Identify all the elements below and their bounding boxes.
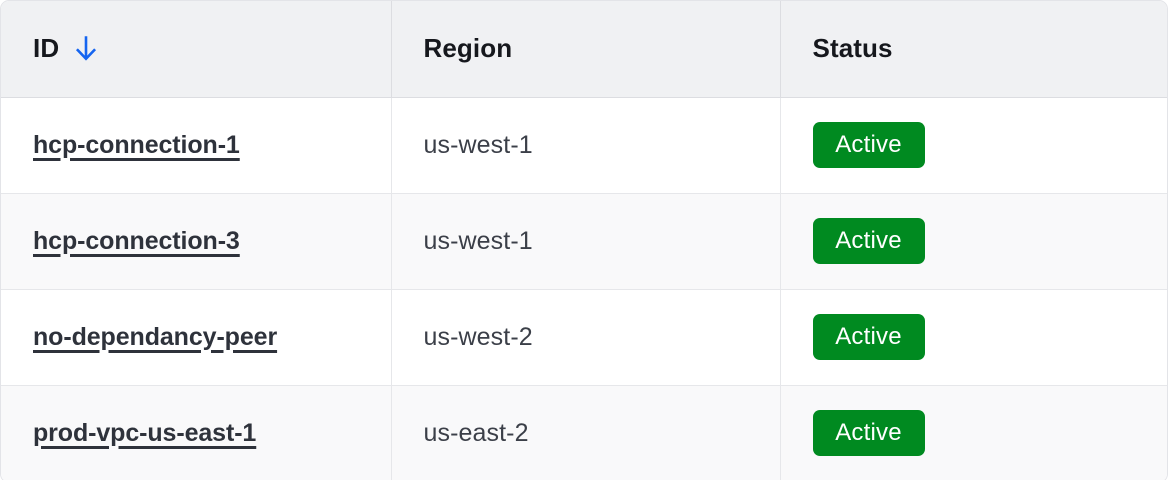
status-badge: Active xyxy=(812,218,925,264)
cell-status: Active xyxy=(780,193,1167,290)
cell-region: us-west-1 xyxy=(391,193,781,290)
arrow-down-icon[interactable] xyxy=(73,34,99,64)
table-row[interactable]: prod-vpc-us-east-1 us-east-2 Active xyxy=(1,385,1167,480)
cell-status: Active xyxy=(780,289,1167,386)
table-header-row: ID Region xyxy=(1,1,1167,98)
connection-link[interactable]: hcp-connection-1 xyxy=(33,130,240,159)
cell-region: us-west-1 xyxy=(391,97,781,194)
column-header-region-label: Region xyxy=(423,33,513,64)
column-header-id[interactable]: ID xyxy=(1,1,392,98)
table-header: ID Region xyxy=(1,1,1167,98)
status-badge: Active xyxy=(812,122,925,168)
table-body: hcp-connection-1 us-west-1 Active hcp-co… xyxy=(1,97,1167,480)
column-header-status-label: Status xyxy=(812,33,893,64)
cell-status: Active xyxy=(780,97,1167,194)
table-row[interactable]: hcp-connection-1 us-west-1 Active xyxy=(1,97,1167,194)
table-row[interactable]: hcp-connection-3 us-west-1 Active xyxy=(1,193,1167,290)
cell-region: us-east-2 xyxy=(391,385,781,480)
column-header-id-label: ID xyxy=(33,33,60,64)
status-badge: Active xyxy=(812,314,925,360)
cell-region: us-west-2 xyxy=(391,289,781,386)
connection-link[interactable]: hcp-connection-3 xyxy=(33,226,240,255)
connection-link[interactable]: prod-vpc-us-east-1 xyxy=(33,418,257,447)
region-value: us-west-1 xyxy=(423,130,533,159)
cell-id: no-dependancy-peer xyxy=(1,289,392,386)
connection-link[interactable]: no-dependancy-peer xyxy=(33,322,278,351)
column-header-status[interactable]: Status xyxy=(780,1,1167,98)
region-value: us-east-2 xyxy=(423,418,529,447)
cell-id: hcp-connection-3 xyxy=(1,193,392,290)
table-row[interactable]: no-dependancy-peer us-west-2 Active xyxy=(1,289,1167,386)
region-value: us-west-2 xyxy=(423,322,533,351)
cell-id: hcp-connection-1 xyxy=(1,97,392,194)
status-badge: Active xyxy=(812,410,925,456)
region-value: us-west-1 xyxy=(423,226,533,255)
column-header-region[interactable]: Region xyxy=(391,1,781,98)
cell-status: Active xyxy=(780,385,1167,480)
cell-id: prod-vpc-us-east-1 xyxy=(1,385,392,480)
